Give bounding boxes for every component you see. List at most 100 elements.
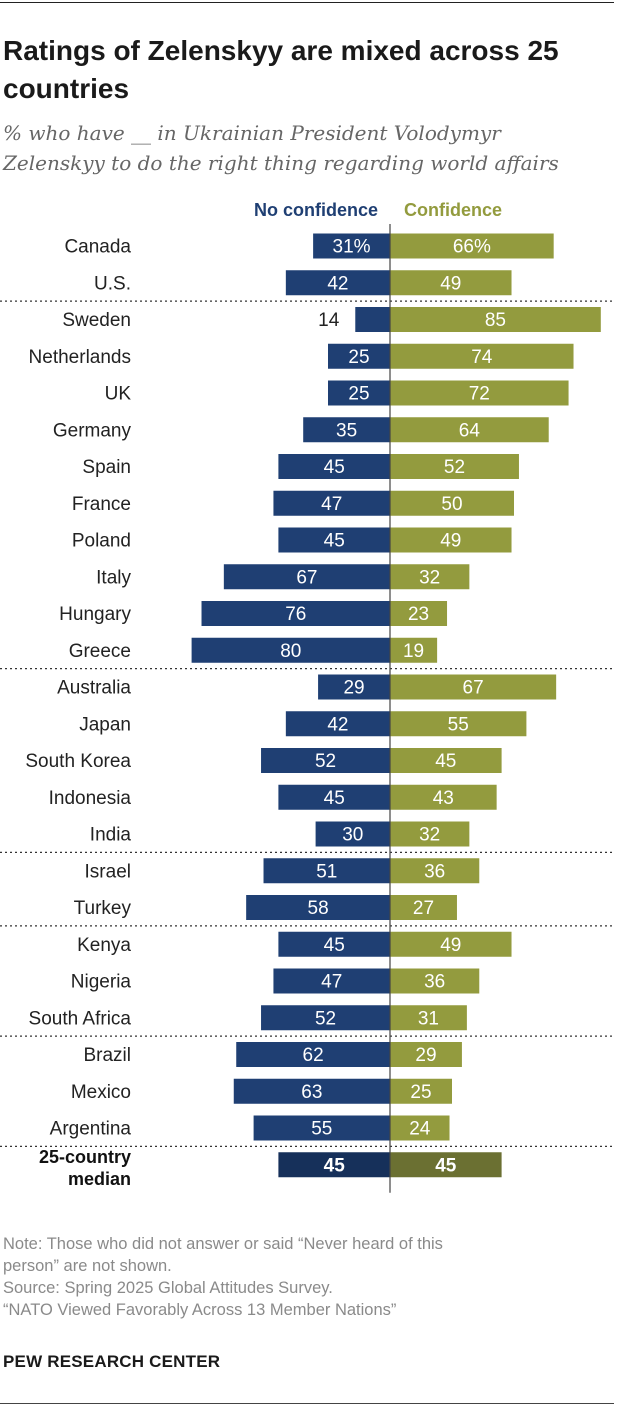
bar-no-confidence xyxy=(273,968,390,994)
bar-no-confidence xyxy=(191,637,390,663)
category-label: Hungary xyxy=(59,604,131,625)
value-label-no-confidence: 58 xyxy=(308,898,329,919)
value-label-confidence: 49 xyxy=(440,273,461,294)
bar-no-confidence xyxy=(278,454,390,479)
value-label-confidence: 49 xyxy=(440,935,461,956)
bar-confidence xyxy=(390,931,512,957)
category-label-median-2: median xyxy=(68,1169,131,1189)
chart-notes: Note: Those who did not answer or said “… xyxy=(3,1233,603,1321)
bar-confidence xyxy=(390,858,480,884)
value-label-no-confidence: 67 xyxy=(296,567,317,588)
category-label: Spain xyxy=(82,457,131,478)
value-label-confidence: 64 xyxy=(459,420,481,441)
bar-confidence xyxy=(390,711,527,737)
bar-confidence xyxy=(390,895,457,920)
bar-confidence xyxy=(390,1078,452,1104)
value-label-no-confidence: 45 xyxy=(324,935,345,956)
category-label: France xyxy=(72,494,131,515)
bar-no-confidence xyxy=(201,601,390,626)
category-label: Poland xyxy=(72,531,131,552)
bar-confidence xyxy=(390,270,512,296)
value-label-confidence: 23 xyxy=(408,604,429,625)
source-line-2: “NATO Viewed Favorably Across 13 Member … xyxy=(3,1301,397,1319)
value-label-confidence: 72 xyxy=(469,384,490,405)
value-label-no-confidence: 76 xyxy=(285,604,306,625)
value-label-confidence: 55 xyxy=(448,714,469,735)
bar-no-confidence xyxy=(318,674,390,700)
value-label-no-confidence: 31% xyxy=(333,237,371,258)
category-label: Japan xyxy=(79,714,131,735)
value-label-no-confidence: 45 xyxy=(324,457,345,478)
category-label: Nigeria xyxy=(71,972,132,993)
category-label: UK xyxy=(105,384,132,405)
chart-title: Ratings of Zelenskyy are mixed across 25… xyxy=(3,35,559,104)
category-label: Argentina xyxy=(50,1119,132,1140)
bar-confidence xyxy=(390,1005,467,1031)
bar-no-confidence xyxy=(263,858,390,884)
bar-no-confidence xyxy=(355,307,390,332)
value-label-no-confidence: 14 xyxy=(318,310,340,331)
bar-confidence xyxy=(390,527,512,553)
bar-confidence xyxy=(390,1152,502,1178)
value-label-confidence: 74 xyxy=(471,347,493,368)
legend-no-confidence: No confidence xyxy=(254,200,378,220)
value-label-no-confidence: 47 xyxy=(321,972,342,993)
value-label-no-confidence: 51 xyxy=(316,861,337,882)
bar-no-confidence xyxy=(303,417,390,443)
value-label-no-confidence: 42 xyxy=(327,273,348,294)
value-label-no-confidence: 35 xyxy=(336,420,357,441)
bar-no-confidence xyxy=(328,380,390,406)
bar-no-confidence xyxy=(233,1078,390,1104)
value-label-confidence: 19 xyxy=(403,641,424,662)
category-label: Indonesia xyxy=(49,788,132,809)
bar-confidence xyxy=(390,1042,462,1067)
value-label-confidence: 85 xyxy=(485,310,506,331)
value-label-confidence: 36 xyxy=(424,972,445,993)
bar-confidence xyxy=(390,1115,450,1141)
category-label: Canada xyxy=(64,237,131,258)
value-label-confidence: 66% xyxy=(453,237,491,258)
bar-confidence xyxy=(390,307,601,332)
value-label-confidence: 25 xyxy=(410,1082,431,1103)
value-label-confidence: 50 xyxy=(441,494,462,515)
bar-confidence xyxy=(390,748,502,773)
value-label-no-confidence: 45 xyxy=(324,1155,346,1176)
bar-confidence xyxy=(390,380,569,406)
bar-no-confidence xyxy=(285,270,390,296)
diverging-bar-chart: No confidence Confidence Canada 31% 66% U.S. 4… xyxy=(0,200,614,1193)
value-label-no-confidence: 62 xyxy=(303,1045,324,1066)
value-label-confidence: 45 xyxy=(435,1155,457,1176)
value-label-confidence: 52 xyxy=(444,457,465,478)
value-label-no-confidence: 25 xyxy=(348,347,369,368)
bar-confidence xyxy=(390,490,514,516)
bar-confidence xyxy=(390,784,497,810)
chart-subtitle: % who have __ in Ukrainian President Vol… xyxy=(3,121,559,175)
category-label: India xyxy=(90,825,132,846)
value-label-confidence: 24 xyxy=(409,1119,431,1140)
value-label-no-confidence: 52 xyxy=(315,751,336,772)
bar-no-confidence xyxy=(253,1115,390,1141)
value-label-confidence: 29 xyxy=(415,1045,436,1066)
note-line-1: Note: Those who did not answer or said “… xyxy=(3,1235,443,1253)
value-label-no-confidence: 52 xyxy=(315,1008,336,1029)
value-label-confidence: 31 xyxy=(418,1008,439,1029)
bottom-rule xyxy=(0,1403,614,1404)
value-label-no-confidence: 55 xyxy=(311,1119,332,1140)
value-label-confidence: 32 xyxy=(419,825,440,846)
category-label: U.S. xyxy=(94,273,131,294)
bar-no-confidence xyxy=(246,895,390,920)
legend-confidence: Confidence xyxy=(404,200,502,220)
value-label-confidence: 49 xyxy=(440,531,461,552)
category-label: Italy xyxy=(96,567,131,588)
bar-no-confidence xyxy=(236,1042,390,1067)
bar-no-confidence xyxy=(223,564,390,590)
bar-confidence xyxy=(390,417,549,443)
category-label: Mexico xyxy=(71,1082,131,1103)
bar-no-confidence xyxy=(278,931,390,957)
category-label: Greece xyxy=(69,641,131,662)
value-label-confidence: 45 xyxy=(435,751,456,772)
bar-confidence xyxy=(390,637,438,663)
bar-confidence xyxy=(390,233,554,259)
category-label: Australia xyxy=(57,678,131,699)
value-label-no-confidence: 80 xyxy=(280,641,301,662)
